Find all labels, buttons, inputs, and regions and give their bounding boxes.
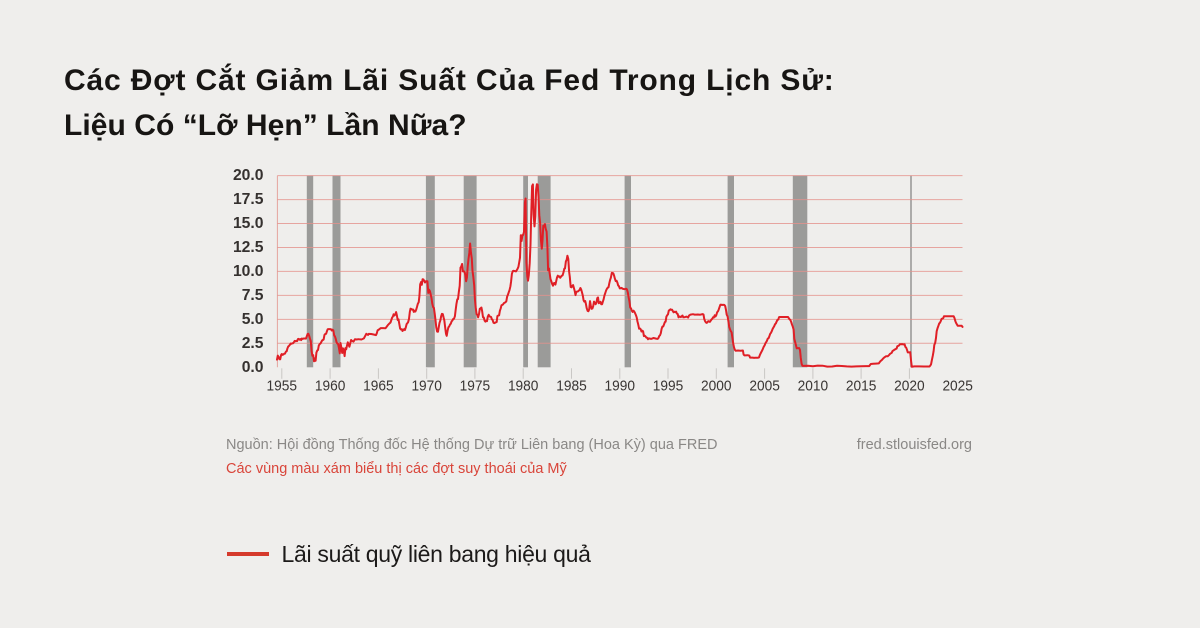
svg-text:1985: 1985 <box>556 378 587 395</box>
svg-text:1955: 1955 <box>267 378 298 395</box>
svg-text:2.5: 2.5 <box>242 335 264 352</box>
svg-text:1980: 1980 <box>508 378 539 395</box>
svg-text:2010: 2010 <box>798 378 829 395</box>
svg-text:7.5: 7.5 <box>242 287 264 304</box>
svg-text:1970: 1970 <box>411 378 442 395</box>
svg-text:1995: 1995 <box>653 378 684 395</box>
svg-text:1965: 1965 <box>363 378 394 395</box>
svg-text:0.0: 0.0 <box>242 359 264 376</box>
svg-text:2015: 2015 <box>846 378 877 395</box>
svg-text:17.5: 17.5 <box>233 191 264 208</box>
svg-text:2000: 2000 <box>701 378 732 395</box>
svg-text:2025: 2025 <box>942 378 973 395</box>
svg-text:12.5: 12.5 <box>233 239 264 256</box>
svg-text:1960: 1960 <box>315 378 346 395</box>
svg-text:2005: 2005 <box>749 378 780 395</box>
svg-text:2020: 2020 <box>894 378 925 395</box>
svg-text:1975: 1975 <box>460 378 491 395</box>
svg-text:1990: 1990 <box>605 378 636 395</box>
svg-text:5.0: 5.0 <box>242 311 264 328</box>
svg-text:15.0: 15.0 <box>233 215 264 232</box>
svg-text:20.0: 20.0 <box>233 167 264 184</box>
svg-text:10.0: 10.0 <box>233 263 264 280</box>
